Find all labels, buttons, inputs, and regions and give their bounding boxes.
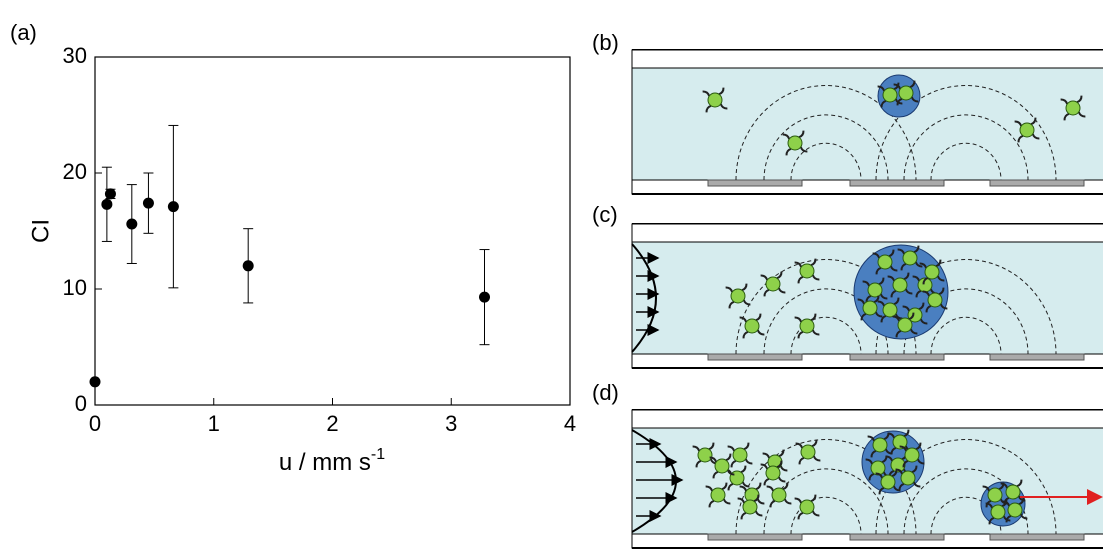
panel-label: (c) [592, 202, 618, 227]
particle-core [1020, 123, 1034, 137]
x-tick-label: 3 [445, 411, 457, 436]
particle-core [788, 136, 802, 150]
particle-core [905, 448, 919, 462]
particle-core [733, 448, 747, 462]
panel-label: (d) [592, 380, 619, 405]
data-point [126, 219, 137, 230]
particle-core [991, 505, 1005, 519]
x-tick-label: 1 [208, 411, 220, 436]
particle-core [766, 466, 780, 480]
x-axis-label-sup: -1 [371, 446, 385, 463]
particle-core [800, 319, 814, 333]
particle-core [801, 445, 815, 459]
electrode [850, 180, 944, 186]
channel-wall [632, 50, 1103, 68]
particle-core [800, 264, 814, 278]
data-point [479, 292, 490, 303]
x-tick-label: 2 [326, 411, 338, 436]
particle-core [1066, 101, 1080, 115]
particle-core [731, 289, 745, 303]
data-point [90, 376, 101, 387]
x-tick-label: 4 [564, 411, 576, 436]
schematics [632, 50, 1103, 548]
particle-core [715, 459, 729, 473]
particle-core [883, 88, 897, 102]
particle-core [898, 318, 912, 332]
particle-core [1006, 485, 1020, 499]
particle-core [868, 283, 882, 297]
particle-core [928, 293, 942, 307]
particle-core [708, 93, 722, 107]
figure: (a) CI u / mm s-1 (b) (c) (d) 0 1 2 3 4 0 10 20… [0, 0, 1103, 550]
particle-core [893, 278, 907, 292]
panel-label: (b) [592, 30, 619, 55]
plot-frame [95, 57, 570, 405]
particle-core [903, 251, 917, 265]
particle-core [899, 86, 913, 100]
particle-core [925, 265, 939, 279]
x-tick-label: 0 [89, 411, 101, 436]
electrode [708, 534, 802, 540]
particle-core [745, 319, 759, 333]
particle-core [730, 471, 744, 485]
particle-core [772, 488, 786, 502]
electrode [850, 534, 944, 540]
particle-core [881, 475, 895, 489]
particle-core [901, 471, 915, 485]
y-tick-label: 10 [63, 275, 87, 300]
x-axis-label-text: u / mm s [279, 449, 371, 476]
particle-core [711, 488, 725, 502]
channel-wall [632, 224, 1103, 242]
data-point [168, 201, 179, 212]
y-tick-label: 0 [75, 391, 87, 416]
data-point [243, 260, 254, 271]
data-point [101, 199, 112, 210]
particle-core [873, 438, 887, 452]
particle-core [800, 500, 814, 514]
y-tick-label: 20 [63, 159, 87, 184]
particle-core [766, 277, 780, 291]
particle-core [883, 303, 897, 317]
particle-core [878, 255, 892, 269]
electrode [708, 354, 802, 360]
y-tick-label: 30 [63, 43, 87, 68]
electrode [850, 354, 944, 360]
particle-core [698, 448, 712, 462]
y-axis-label: CI [27, 219, 54, 243]
data-point [105, 188, 116, 199]
particle-core [863, 301, 877, 315]
electrode [990, 534, 1084, 540]
particle-core [1008, 503, 1022, 517]
particle-core [988, 488, 1002, 502]
electrode [990, 180, 1084, 186]
electrode [708, 180, 802, 186]
electrode [990, 354, 1084, 360]
channel-wall [632, 410, 1103, 428]
x-axis-label: u / mm s-1 [279, 446, 385, 476]
panel-label: (a) [10, 20, 37, 45]
data-point [143, 198, 154, 209]
particle-core [743, 500, 757, 514]
